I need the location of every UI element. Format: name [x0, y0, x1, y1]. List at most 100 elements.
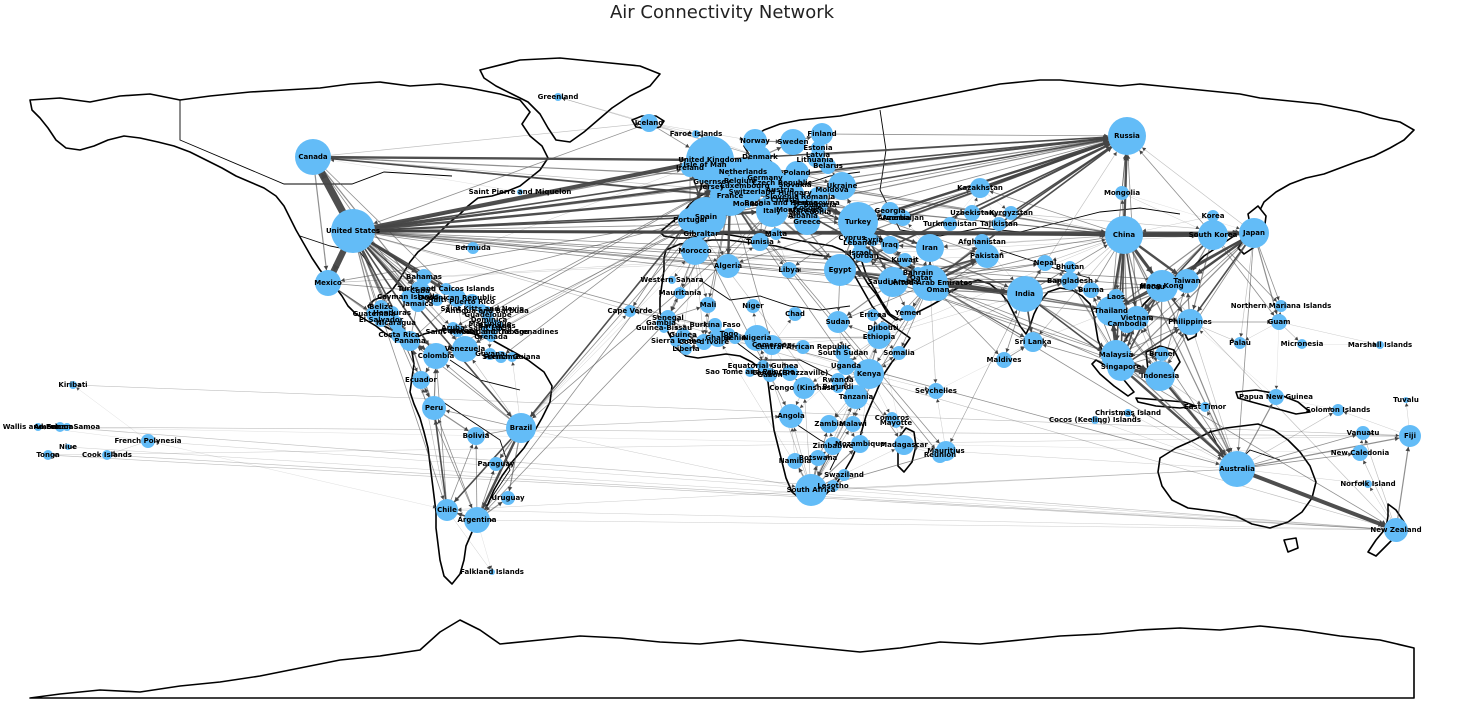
node-vanuatu[interactable]: [1356, 426, 1370, 440]
node-faroe-islands[interactable]: [692, 130, 700, 138]
node-ghana[interactable]: [709, 329, 727, 347]
node-east-timor[interactable]: [1200, 402, 1210, 412]
node-tanzania[interactable]: [844, 385, 868, 409]
node-cuba[interactable]: [410, 281, 430, 301]
node-swaziland[interactable]: [838, 469, 850, 481]
node-benin[interactable]: [729, 332, 741, 344]
node-haiti[interactable]: [431, 294, 443, 306]
node-central-african-republic[interactable]: [796, 340, 810, 354]
node-cape-verde[interactable]: [624, 305, 636, 317]
node-eritrea[interactable]: [867, 309, 879, 321]
node-reunion[interactable]: [932, 447, 948, 463]
node-new-zealand[interactable]: [1384, 518, 1408, 542]
node-gibraltar[interactable]: [696, 229, 706, 239]
node-sweden[interactable]: [780, 129, 806, 155]
node-jamaica[interactable]: [410, 296, 426, 312]
node-libya[interactable]: [781, 262, 797, 278]
node-hong-kong[interactable]: [1146, 270, 1178, 302]
node-kenya[interactable]: [854, 359, 884, 389]
node-colombia[interactable]: [423, 343, 449, 369]
node-tonga[interactable]: [43, 450, 53, 460]
node-niue[interactable]: [65, 444, 71, 450]
node-ireland[interactable]: [681, 159, 699, 177]
node-nicaragua[interactable]: [389, 316, 403, 330]
node-italy[interactable]: [756, 195, 788, 227]
node-korea[interactable]: [1207, 210, 1219, 222]
node-jordan[interactable]: [859, 249, 873, 263]
node-russia[interactable]: [1108, 117, 1146, 155]
node-saudi-arabia[interactable]: [878, 267, 908, 297]
node-macau[interactable]: [1146, 281, 1158, 293]
node-trinidad-and-tobago[interactable]: [481, 324, 497, 340]
node-seychelles[interactable]: [928, 383, 944, 399]
node-greenland[interactable]: [554, 93, 562, 101]
node-guam[interactable]: [1271, 314, 1287, 330]
node-chad[interactable]: [788, 307, 802, 321]
node-sri-lanka[interactable]: [1023, 332, 1043, 352]
node-madagascar[interactable]: [894, 435, 914, 455]
node-bangladesh[interactable]: [1061, 272, 1079, 290]
node-ethiopia[interactable]: [867, 325, 891, 349]
node-turkey[interactable]: [838, 202, 878, 242]
node-tunisia[interactable]: [751, 233, 769, 251]
node-australia[interactable]: [1219, 451, 1255, 487]
node-angola[interactable]: [779, 404, 803, 428]
node-cook-islands[interactable]: [102, 450, 112, 460]
node-iceland[interactable]: [640, 114, 658, 132]
node-mongolia[interactable]: [1115, 186, 1129, 200]
node-norfolk-island[interactable]: [1364, 480, 1372, 488]
node-india[interactable]: [1007, 276, 1043, 312]
node-namibia[interactable]: [787, 453, 803, 469]
node-taiwan[interactable]: [1175, 269, 1199, 293]
node-china[interactable]: [1105, 216, 1143, 254]
node-tuvalu[interactable]: [1403, 397, 1409, 403]
node-dominican-republic[interactable]: [448, 289, 466, 307]
node-brunei[interactable]: [1155, 347, 1169, 361]
node-malawi[interactable]: [845, 416, 861, 432]
node-palau[interactable]: [1234, 337, 1246, 349]
node-burma[interactable]: [1083, 282, 1099, 298]
node-samoa[interactable]: [55, 422, 65, 432]
node-french-guiana[interactable]: [507, 352, 517, 362]
node-ecuador[interactable]: [412, 371, 430, 389]
node-bulgaria[interactable]: [812, 197, 828, 213]
node-marshall-islands[interactable]: [1376, 341, 1384, 349]
node-wallis-and-futuna[interactable]: [34, 423, 42, 431]
node-lithuania[interactable]: [808, 153, 822, 167]
node-south-korea[interactable]: [1198, 220, 1228, 250]
node-united-states[interactable]: [331, 209, 375, 253]
node-maldives[interactable]: [996, 352, 1012, 368]
node-tajikistan[interactable]: [992, 217, 1006, 231]
node-botswana[interactable]: [810, 450, 826, 466]
node-belarus[interactable]: [820, 158, 836, 174]
node-argentina[interactable]: [464, 507, 490, 533]
node-somalia[interactable]: [892, 346, 906, 360]
node-el-salvador[interactable]: [374, 313, 388, 327]
node-iraq[interactable]: [881, 236, 899, 254]
node-turkmenistan[interactable]: [943, 217, 957, 231]
node-western-sahara[interactable]: [668, 276, 676, 284]
node-kuwait[interactable]: [898, 253, 912, 267]
node-papua-new-guinea[interactable]: [1268, 389, 1284, 405]
node-kyrgyzstan[interactable]: [1004, 206, 1018, 220]
node-mayotte[interactable]: [891, 418, 901, 428]
node-egypt[interactable]: [824, 254, 856, 286]
node-bolivia[interactable]: [467, 427, 485, 445]
node-yemen[interactable]: [900, 305, 916, 321]
node-mauritania[interactable]: [674, 287, 686, 299]
node-sierra-leone[interactable]: [670, 335, 682, 347]
node-equatorial-guinea[interactable]: [757, 360, 769, 372]
node-morocco[interactable]: [681, 237, 709, 265]
node-kiribati[interactable]: [69, 381, 77, 389]
node-panama[interactable]: [400, 331, 420, 351]
node-paraguay[interactable]: [489, 457, 503, 471]
node-fiji[interactable]: [1399, 425, 1421, 447]
node-mozambique[interactable]: [851, 435, 869, 453]
node-syria[interactable]: [867, 234, 879, 246]
node-indonesia[interactable]: [1145, 361, 1175, 391]
node-cameroon[interactable]: [762, 335, 782, 355]
node-kazakhstan[interactable]: [970, 178, 990, 198]
node-new-caledonia[interactable]: [1352, 445, 1368, 461]
node-congo-brazzaville[interactable]: [782, 365, 798, 381]
node-singapore[interactable]: [1107, 353, 1135, 381]
